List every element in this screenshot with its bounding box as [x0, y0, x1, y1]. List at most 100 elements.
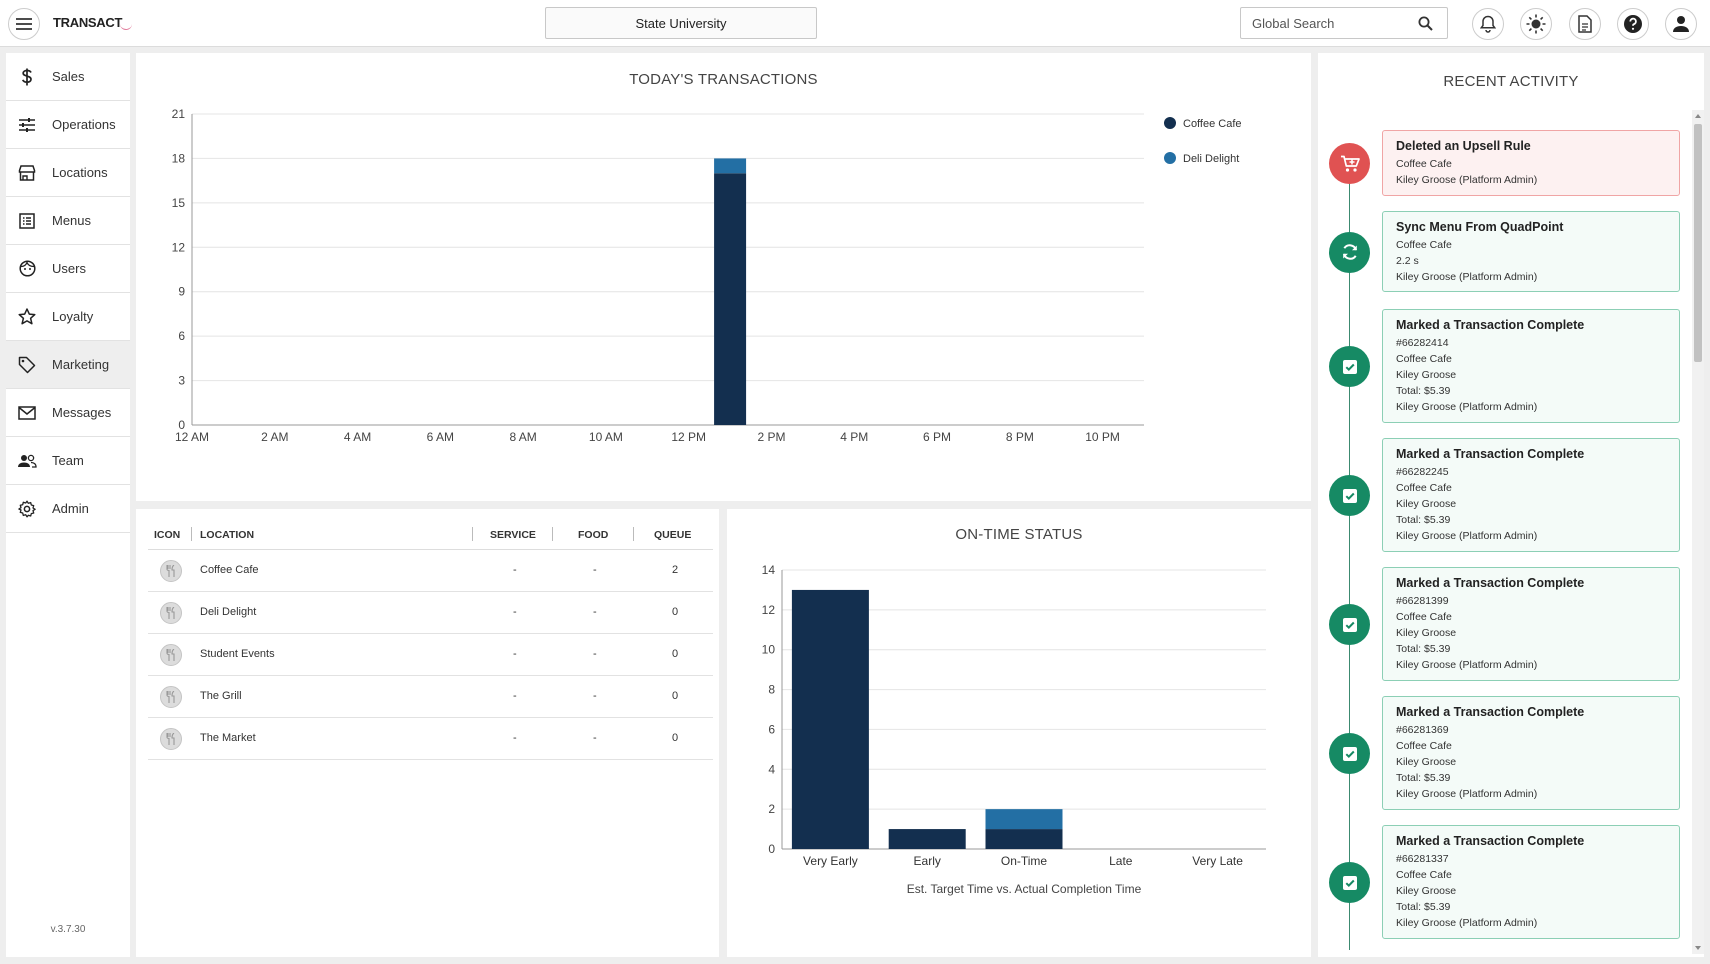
- y-tick-label: 6: [178, 329, 185, 343]
- food-value: -: [593, 732, 597, 744]
- queue-value: 0: [672, 732, 679, 744]
- activity-detail: #66281337: [1396, 853, 1449, 865]
- document-icon: [1578, 15, 1592, 33]
- x-tick-label: 2 PM: [757, 430, 785, 444]
- notifications-button[interactable]: [1472, 8, 1504, 40]
- sidebar-item-locations[interactable]: Locations: [6, 149, 130, 197]
- documents-button[interactable]: [1569, 8, 1601, 40]
- bar-early-s0[interactable]: [888, 829, 966, 849]
- sync-activity-badge: [1329, 231, 1370, 273]
- activity-card[interactable]: Marked a Transaction Complete #66282414 Co…: [1382, 309, 1680, 423]
- service-value: -: [513, 648, 517, 660]
- locations-queue-panel: [136, 509, 719, 957]
- check-activity-badge: [1329, 475, 1370, 516]
- activity-card[interactable]: Marked a Transaction Complete #66281369 Co…: [1382, 696, 1680, 810]
- activity-card[interactable]: Marked a Transaction Complete #66282245 Co…: [1382, 438, 1680, 552]
- bar-on-time-s1[interactable]: [985, 809, 1063, 830]
- location-name: The Market: [200, 732, 256, 744]
- activity-detail: Kiley Groose: [1396, 498, 1457, 510]
- activity-card[interactable]: Deleted an Upsell Rule Coffee Cafe Kiley G…: [1382, 130, 1680, 196]
- activity-title: Marked a Transaction Complete: [1396, 318, 1585, 332]
- activity-detail: Total: $5.39: [1396, 385, 1451, 397]
- header-location[interactable]: LOCATION: [200, 529, 255, 541]
- sidebar-item-team[interactable]: Team: [6, 437, 130, 485]
- activity-detail: Kiley Groose: [1396, 885, 1457, 897]
- search-placeholder: Global Search: [1252, 15, 1335, 31]
- service-value: -: [513, 732, 517, 744]
- activity-scrollbar[interactable]: [1692, 110, 1704, 954]
- table-row[interactable]: Deli Delight - - 0: [148, 592, 713, 634]
- service-value: -: [513, 564, 517, 576]
- sidebar-item-label: Messages: [52, 405, 112, 420]
- sidebar-item-loyalty[interactable]: Loyalty: [6, 293, 130, 341]
- legend-label[interactable]: Coffee Cafe: [1183, 118, 1242, 130]
- sidebar: Sales Operations Locations Menus Users L…: [6, 53, 130, 957]
- sidebar-item-users[interactable]: Users: [6, 245, 130, 293]
- legend-swatch: [1164, 152, 1176, 164]
- legend-label[interactable]: Deli Delight: [1183, 153, 1239, 165]
- sidebar-item-sales[interactable]: Sales: [6, 53, 130, 101]
- mail-icon: [17, 404, 37, 422]
- sidebar-item-label: Menus: [52, 213, 92, 228]
- activity-title: Deleted an Upsell Rule: [1396, 139, 1531, 153]
- help-button[interactable]: [1617, 8, 1649, 40]
- version-label: v.3.7.30: [50, 924, 86, 935]
- header-queue[interactable]: QUEUE: [654, 529, 692, 541]
- activity-detail: Coffee Cafe: [1396, 869, 1452, 881]
- sidebar-item-marketing[interactable]: Marketing: [6, 341, 130, 389]
- table-row[interactable]: Coffee Cafe - - 2: [148, 550, 713, 592]
- activity-card[interactable]: Marked a Transaction Complete #66281337 Co…: [1382, 825, 1680, 939]
- sidebar-item-admin[interactable]: Admin: [6, 485, 130, 533]
- bar-on-time-s0[interactable]: [985, 829, 1063, 849]
- activity-title: Marked a Transaction Complete: [1396, 447, 1585, 461]
- cart-activity-badge: [1329, 143, 1370, 184]
- activity-detail: #66282245: [1396, 466, 1449, 478]
- table-row[interactable]: The Grill - - 0: [148, 676, 713, 718]
- account-button[interactable]: [1665, 8, 1697, 40]
- check-activity-badge: [1329, 346, 1370, 387]
- sync-icon: [1341, 243, 1359, 261]
- bar-deli-delight[interactable]: [714, 158, 747, 174]
- transact-logo[interactable]: TRANSACT: [53, 15, 133, 30]
- table-row[interactable]: The Market - - 0: [148, 718, 713, 760]
- activity-detail: Kiley Groose (Platform Admin): [1396, 659, 1538, 671]
- table-row[interactable]: Student Events - - 0: [148, 634, 713, 676]
- bar-very-early-s0[interactable]: [791, 589, 869, 849]
- sidebar-item-operations[interactable]: Operations: [6, 101, 130, 149]
- x-tick-label: Very Late: [1192, 854, 1243, 868]
- y-tick-label: 0: [768, 842, 775, 856]
- location-name: The Grill: [200, 690, 242, 702]
- location-utensils-icon: [160, 728, 182, 750]
- scrollbar-thumb[interactable]: [1694, 124, 1702, 362]
- header-service[interactable]: SERVICE: [490, 529, 536, 541]
- bar-coffee-cafe[interactable]: [714, 173, 747, 425]
- sidebar-item-messages[interactable]: Messages: [6, 389, 130, 437]
- x-tick-label: On-Time: [1001, 854, 1048, 868]
- hamburger-menu-button[interactable]: [8, 8, 40, 40]
- food-value: -: [593, 564, 597, 576]
- food-value: -: [593, 690, 597, 702]
- theme-toggle-button[interactable]: [1520, 8, 1552, 40]
- header-food[interactable]: FOOD: [578, 529, 609, 541]
- sidebar-item-menus[interactable]: Menus: [6, 197, 130, 245]
- check-activity-badge: [1329, 862, 1370, 903]
- gear-icon: [17, 500, 37, 518]
- location-utensils-icon: [160, 644, 182, 666]
- activity-detail: Kiley Groose (Platform Admin): [1396, 271, 1538, 283]
- sidebar-item-label: Loyalty: [52, 309, 94, 324]
- people-icon: [17, 452, 37, 470]
- ontime-chart-title: ON-TIME STATUS: [955, 526, 1083, 543]
- activity-card[interactable]: Sync Menu From QuadPoint Coffee Cafe 2.2 s…: [1382, 211, 1680, 292]
- global-search-input[interactable]: Global Search: [1240, 7, 1448, 39]
- y-tick-label: 2: [768, 802, 775, 816]
- activity-card[interactable]: Marked a Transaction Complete #66281399 Co…: [1382, 567, 1680, 681]
- activity-detail: Kiley Groose (Platform Admin): [1396, 917, 1538, 929]
- x-tick-label: 10 PM: [1085, 430, 1120, 444]
- y-tick-label: 14: [762, 563, 776, 577]
- institution-selector[interactable]: State University: [545, 7, 817, 39]
- activity-detail: Coffee Cafe: [1396, 482, 1452, 494]
- star-icon: [17, 308, 37, 326]
- header-icon: ICON: [154, 529, 181, 541]
